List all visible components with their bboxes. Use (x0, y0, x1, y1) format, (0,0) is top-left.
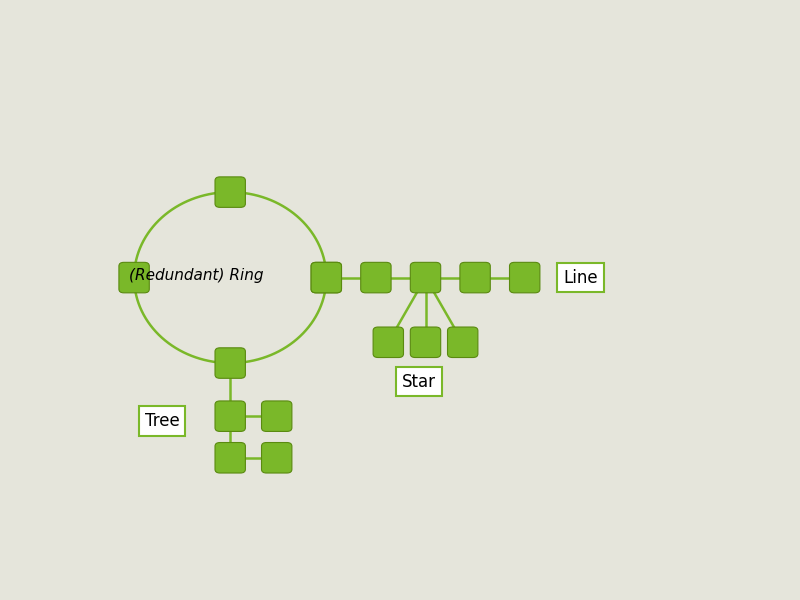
FancyBboxPatch shape (119, 262, 150, 293)
FancyBboxPatch shape (510, 262, 540, 293)
FancyBboxPatch shape (373, 327, 403, 358)
FancyBboxPatch shape (361, 262, 391, 293)
Text: (Redundant) Ring: (Redundant) Ring (129, 268, 263, 283)
FancyBboxPatch shape (262, 401, 292, 431)
FancyBboxPatch shape (311, 262, 342, 293)
Text: Tree: Tree (145, 412, 179, 430)
FancyBboxPatch shape (215, 177, 246, 208)
FancyBboxPatch shape (460, 262, 490, 293)
FancyBboxPatch shape (262, 443, 292, 473)
FancyBboxPatch shape (410, 327, 441, 358)
FancyBboxPatch shape (447, 327, 478, 358)
FancyBboxPatch shape (215, 348, 246, 379)
Text: Star: Star (402, 373, 436, 391)
FancyBboxPatch shape (311, 262, 342, 293)
FancyBboxPatch shape (215, 401, 246, 431)
FancyBboxPatch shape (410, 262, 441, 293)
FancyBboxPatch shape (215, 443, 246, 473)
Text: Line: Line (563, 269, 598, 287)
